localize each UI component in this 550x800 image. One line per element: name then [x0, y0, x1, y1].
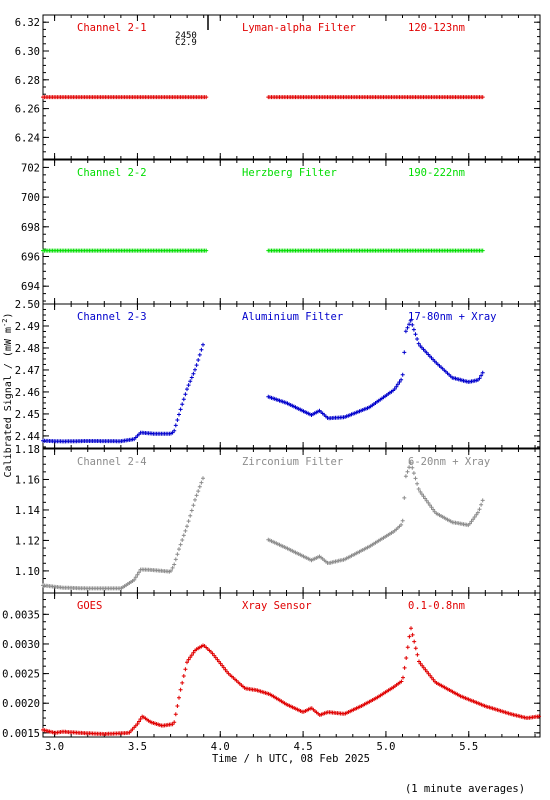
series-2-points	[266, 248, 485, 253]
panel-label-right: 17-80nm + Xray	[408, 311, 497, 323]
y-tick-label: 6.26	[15, 104, 40, 116]
x-tick-label: 3.0	[45, 741, 64, 753]
panel-label-left: Channel 2-1	[77, 22, 147, 34]
series-1-points	[41, 95, 209, 100]
series-1-points	[41, 626, 541, 736]
series-1-points	[41, 342, 205, 444]
chart-panel-2: 702 700 698 696 694 Channel 2-2 Herzberg Filte…	[21, 159, 541, 305]
series-2-points	[266, 318, 485, 421]
y-tick-label: 702	[21, 162, 40, 174]
panel-label-left: Channel 2-3	[77, 311, 147, 323]
y-tick-label: 2.45	[15, 409, 40, 421]
panel-label-right: 0.1-0.8nm	[408, 600, 465, 612]
panel-label-mid: Zirconium Filter	[242, 456, 343, 468]
y-tick-label: 0.0025	[2, 669, 40, 681]
y-tick-label: 1.14	[15, 505, 40, 517]
ylabel-superscript: -2	[1, 319, 9, 327]
plot-frame	[42, 159, 541, 305]
y-tick-label: 694	[21, 281, 40, 293]
panel-label-right: 190-222nm	[408, 167, 465, 179]
panel-label-mid: Herzberg Filter	[242, 167, 337, 179]
y-tick-label: 2.48	[15, 343, 40, 355]
panel-label-left: Channel 2-4	[77, 456, 147, 468]
flare-marker-time: 2450	[175, 31, 197, 41]
chart-panel-4: 1.18 1.16 1.14 1.12 1.10 Channel 2-4 Zirconium…	[15, 444, 541, 594]
x-tick-label: 5.0	[376, 741, 395, 753]
y-tick-label: 6.28	[15, 75, 40, 87]
panel-label-left: GOES	[77, 600, 102, 612]
y-tick-label: 2.49	[15, 321, 40, 333]
x-tick-label: 5.5	[459, 741, 478, 753]
y-tick-label: 6.32	[15, 17, 40, 29]
plot-frame	[42, 14, 541, 160]
series-1-points	[41, 476, 205, 591]
y-tick-label: 6.24	[15, 132, 40, 144]
y-tick-label: 1.18	[15, 444, 40, 456]
y-tick-label: 0.0020	[2, 698, 40, 710]
panel-label-right: 6-20nm + Xray	[408, 456, 490, 468]
ylabel-main: Calibrated Signal / (mW m	[3, 327, 14, 478]
panel-label-mid: Xray Sensor	[242, 600, 312, 612]
y-tick-label: 2.46	[15, 387, 40, 399]
series-2-points	[266, 95, 485, 100]
y-tick-label: 6.30	[15, 46, 40, 58]
series-2-points	[266, 460, 485, 565]
figure-ylabel: Calibrated Signal / (mW m-2)	[1, 313, 14, 478]
chart-panel-1: 6.32 6.30 6.28 6.26 6.24 Channel 2-1 Lyman-alp…	[15, 14, 541, 160]
plot-frame	[42, 592, 541, 738]
ylabel-close: )	[3, 313, 14, 319]
y-tick-label: 700	[21, 192, 40, 204]
y-tick-label: 2.50	[15, 299, 40, 311]
y-tick-label: 1.16	[15, 474, 40, 486]
panel-label-left: Channel 2-2	[77, 167, 147, 179]
panel-label-mid: Lyman-alpha Filter	[242, 22, 356, 34]
y-tick-label: 698	[21, 222, 40, 234]
figure-xlabel: Time / h UTC, 08 Feb 2025	[212, 753, 370, 765]
panel-label-right: 120-123nm	[408, 22, 465, 34]
x-tick-label: 4.5	[294, 741, 313, 753]
plot-frame	[42, 448, 541, 594]
y-tick-label: 0.0030	[2, 639, 40, 651]
flare-marker-class: C2.9	[175, 38, 197, 48]
y-tick-label: 2.44	[15, 431, 40, 443]
chart-panel-3: 2.50 2.49 2.48 2.47 2.46 2.45 2.44 Channel 2-3 A…	[15, 299, 541, 449]
y-tick-label: 696	[21, 251, 40, 263]
panel-label-mid: Aluminium Filter	[242, 311, 343, 323]
x-axis: 3.0 3.5 4.0 4.5 5.0 5.5	[45, 741, 478, 753]
y-tick-label: 1.10	[15, 566, 40, 578]
x-tick-label: 3.5	[128, 741, 147, 753]
y-tick-label: 1.12	[15, 535, 40, 547]
series-1-points	[41, 248, 209, 253]
x-tick-label: 4.0	[211, 741, 230, 753]
chart-panel-5: 0.0035 0.0030 0.0025 0.0020 0.0015 GOES Xray S…	[2, 592, 541, 740]
figure-note: (1 minute averages)	[405, 783, 525, 795]
plot-frame	[42, 303, 541, 449]
y-tick-label: 0.0035	[2, 609, 40, 621]
flare-marker: 2450 C2.9	[175, 15, 209, 48]
panels: 6.32 6.30 6.28 6.26 6.24 Channel 2-1 Lyman-alp…	[2, 14, 541, 740]
y-tick-label: 2.47	[15, 365, 40, 377]
y-tick-label: 0.0015	[2, 728, 40, 740]
